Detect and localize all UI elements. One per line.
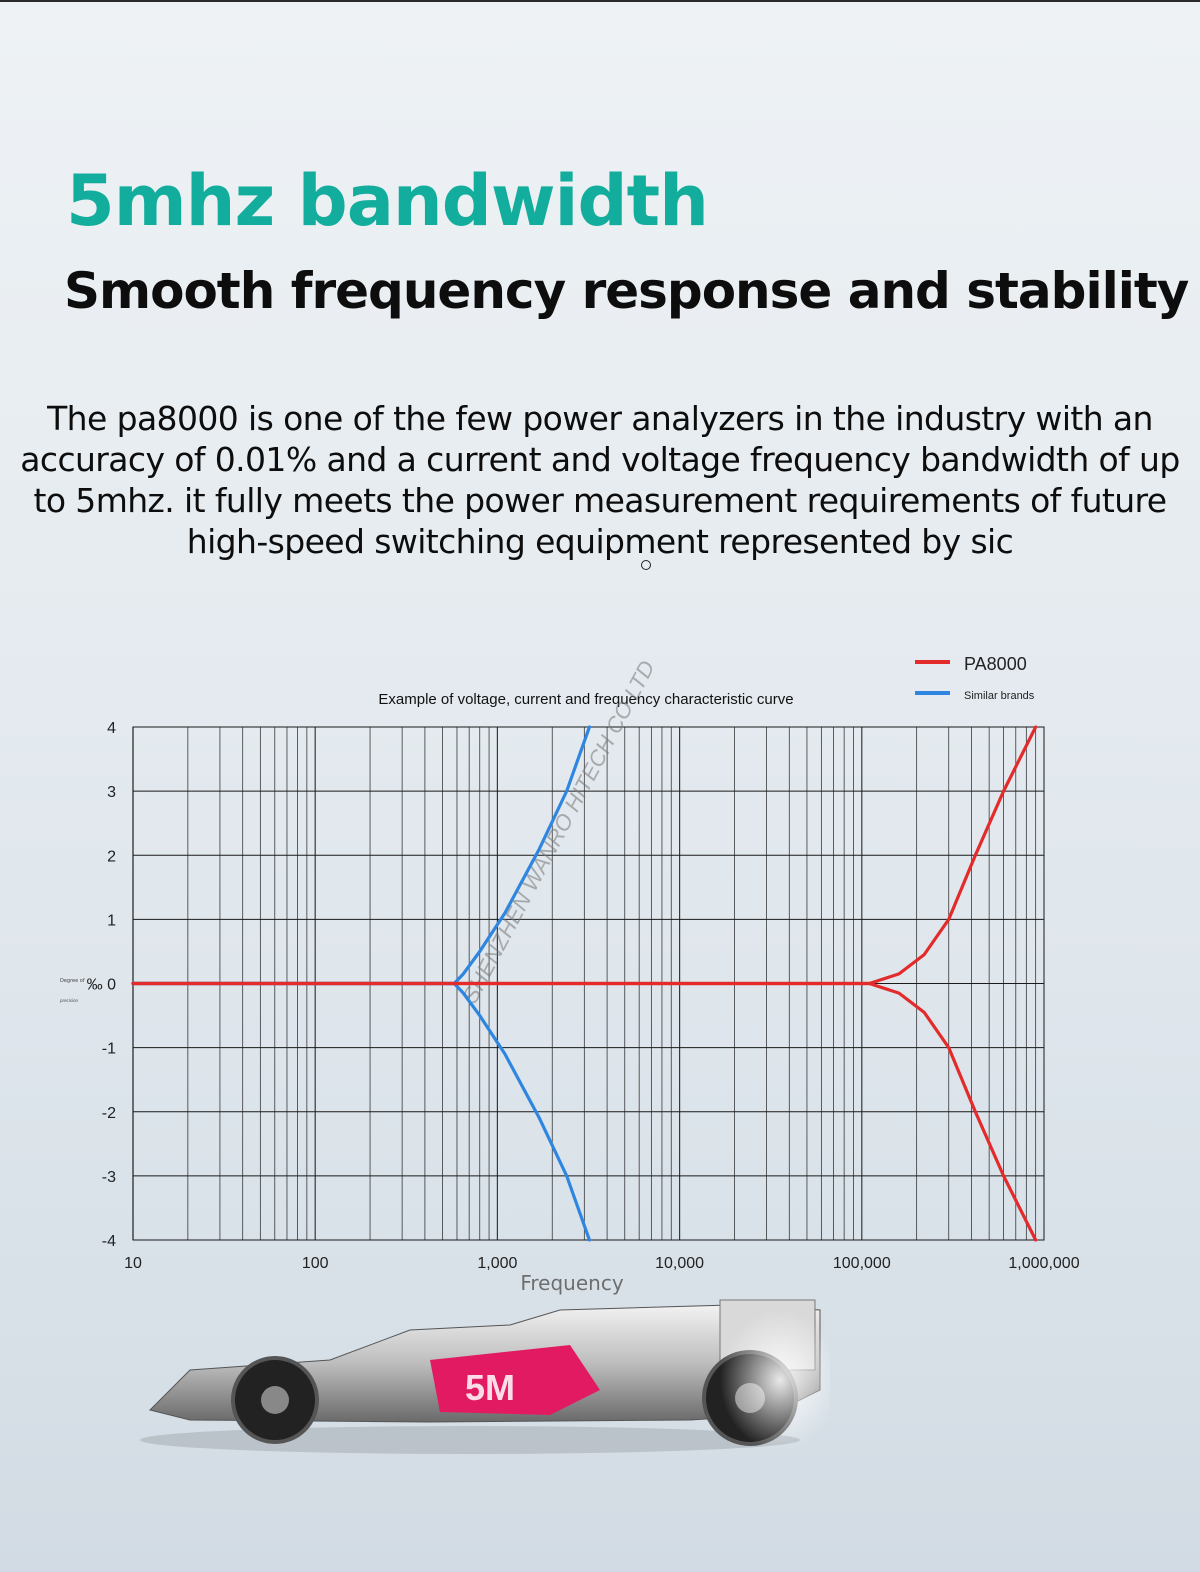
subheadline: Smooth frequency response and stability xyxy=(64,262,1189,320)
y-tick-label: -3 xyxy=(102,1169,116,1186)
car-front-hub xyxy=(261,1386,289,1414)
circle-mark-icon xyxy=(641,560,651,570)
y-axis-label: Degree of xyxy=(60,978,85,984)
chart-title: Example of voltage, current and frequenc… xyxy=(378,691,793,708)
y-tick-label: ‰ 0 xyxy=(87,977,116,994)
car-livery xyxy=(430,1345,600,1415)
series-line-similar-brands xyxy=(131,725,592,986)
y-tick-label: -4 xyxy=(102,1233,116,1250)
y-tick-label: 3 xyxy=(107,784,116,801)
x-tick-label: 10 xyxy=(124,1255,142,1272)
chart-legend: PA8000 Similar brands xyxy=(915,654,1035,702)
headline: 5mhz bandwidth xyxy=(66,160,709,242)
x-tick-label: 1,000,000 xyxy=(1008,1255,1079,1272)
series-line-pa8000 xyxy=(131,981,1038,1242)
x-tick-labels: 10 100 1,000 10,000 100,000 1,000,000 xyxy=(124,1255,1080,1272)
x-tick-label: 100,000 xyxy=(833,1255,891,1272)
y-tick-label: 1 xyxy=(107,912,116,929)
y-tick-label: -2 xyxy=(102,1105,116,1122)
chart-series xyxy=(131,725,1038,1242)
y-tick-label: 4 xyxy=(107,720,116,737)
series-line-similar-brands xyxy=(131,981,592,1242)
x-tick-label: 100 xyxy=(302,1255,329,1272)
top-border xyxy=(0,0,1200,2)
description-text: The pa8000 is one of the few power analy… xyxy=(20,399,1180,561)
car-badge: 5M xyxy=(465,1367,515,1408)
watermark: SHENZHEN WANRO HITECH CO LTD xyxy=(457,656,659,1007)
y-tick-label: -1 xyxy=(102,1041,116,1058)
x-tick-label: 1,000 xyxy=(477,1255,517,1272)
y-tick-label: 2 xyxy=(107,848,116,865)
car-shadow xyxy=(140,1426,800,1454)
legend-label-pa8000: PA8000 xyxy=(964,654,1027,674)
legend-label-similar: Similar brands xyxy=(964,690,1035,702)
x-tick-label: 10,000 xyxy=(655,1255,704,1272)
y-axis-label-line2: precision xyxy=(60,998,79,1003)
x-axis-label: Frequency xyxy=(520,1271,623,1295)
series-line-pa8000 xyxy=(131,725,1038,986)
y-tick-labels: 4 3 2 1 ‰ 0 -1 -2 -3 -4 xyxy=(87,720,116,1250)
race-car-image: 5M xyxy=(140,1299,830,1454)
frequency-response-chart: Example of voltage, current and frequenc… xyxy=(60,654,1080,1295)
motion-blur xyxy=(720,1310,830,1450)
